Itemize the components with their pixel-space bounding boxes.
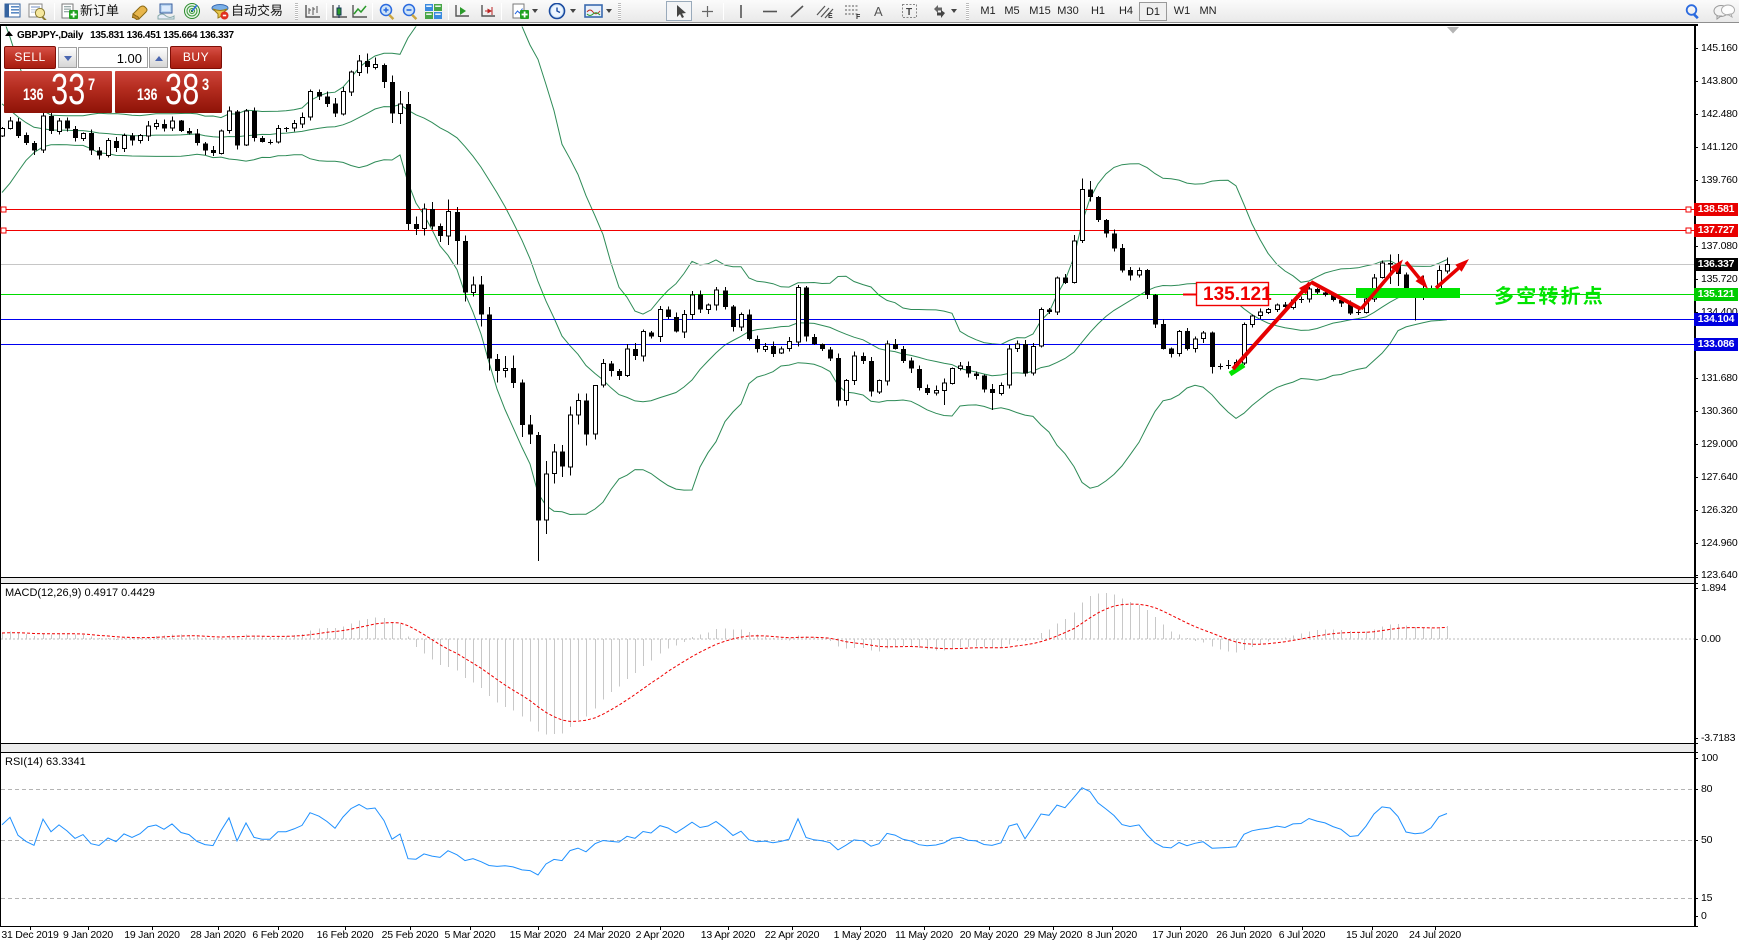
svg-text:E: E	[828, 13, 833, 20]
svg-text:T: T	[906, 7, 912, 18]
svg-text:F: F	[856, 14, 861, 20]
svg-text:135.121: 135.121	[1203, 284, 1272, 305]
